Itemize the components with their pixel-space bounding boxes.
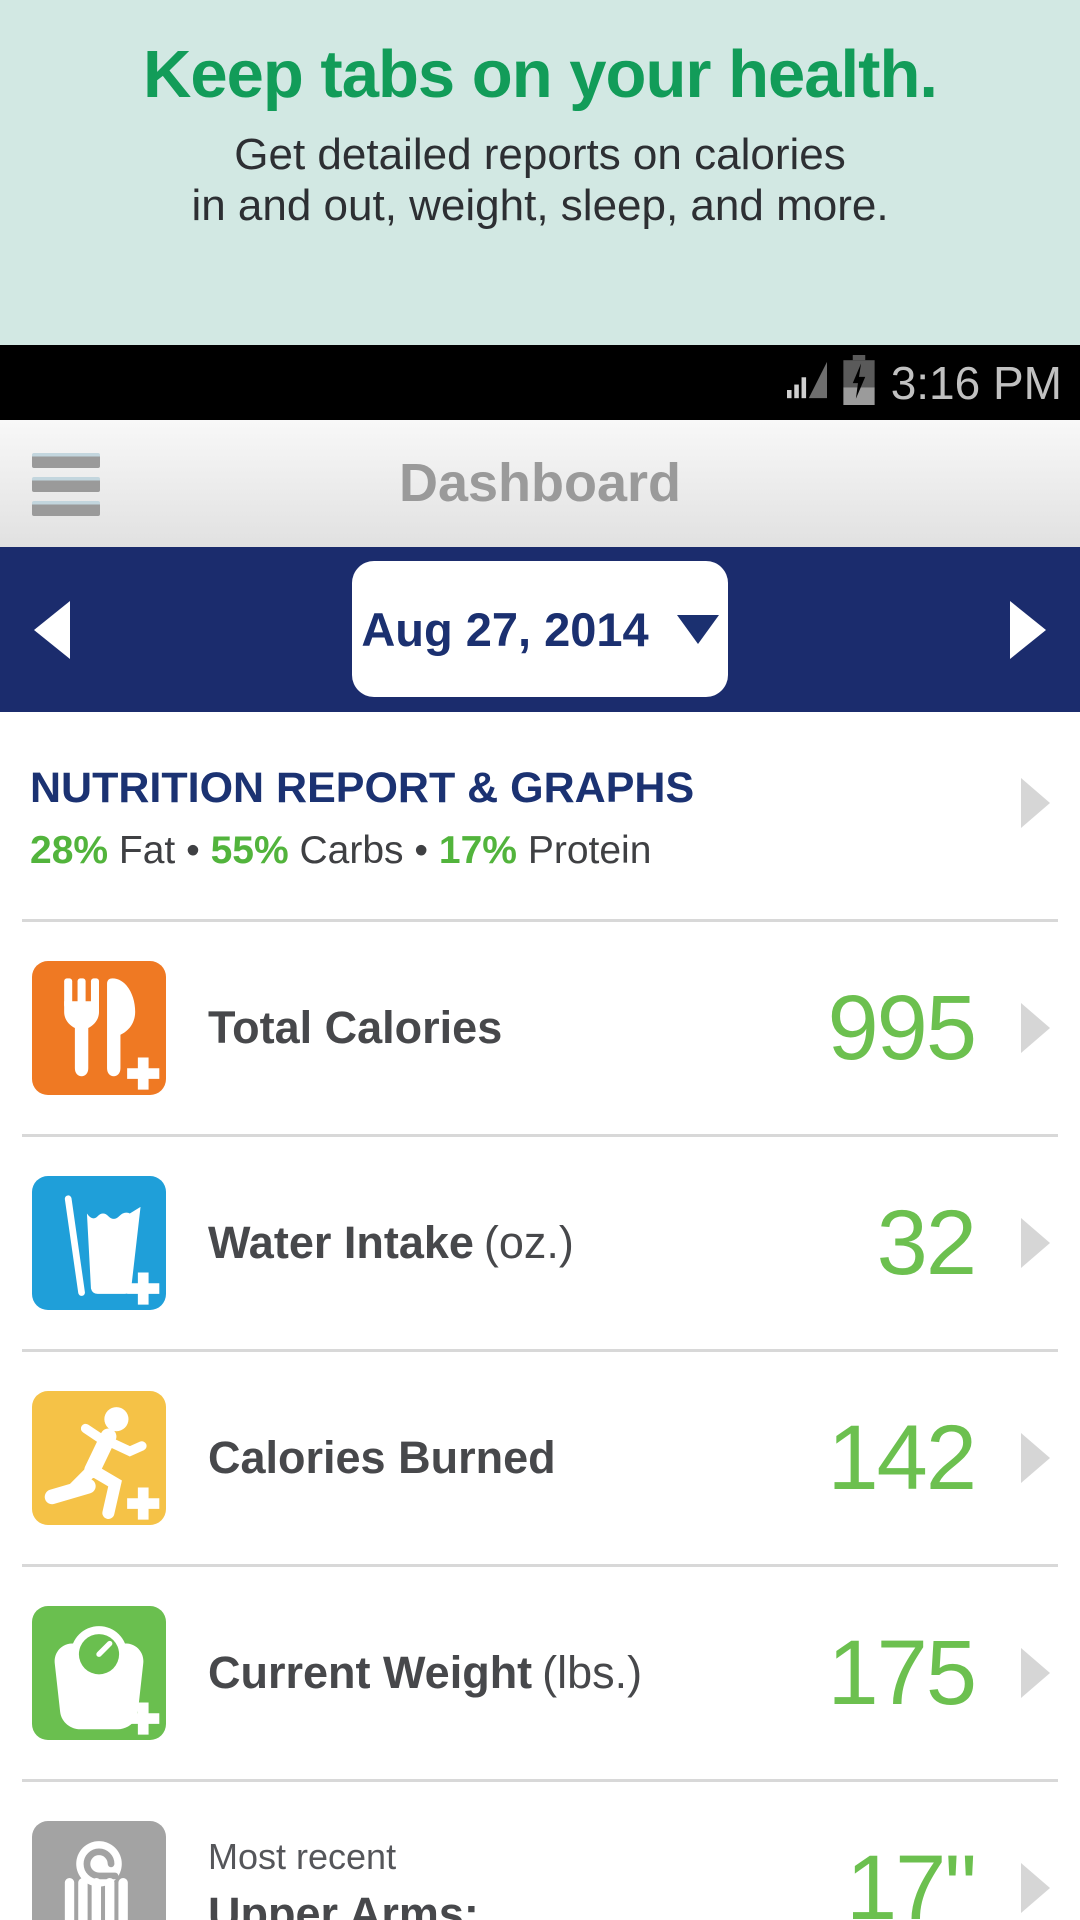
metric-value: 175	[827, 1621, 977, 1724]
divider	[22, 1349, 1058, 1352]
fat-label: Fat	[118, 829, 176, 872]
previous-day-arrow-icon[interactable]	[34, 600, 70, 659]
metric-label: Total Calories	[208, 1002, 503, 1054]
metric-value: 32	[876, 1191, 977, 1294]
metric-row-upper-arms[interactable]: Most recent Upper Arms: 17"	[0, 1782, 1080, 1920]
nutrition-report-title: NUTRITION REPORT & GRAPHS	[30, 764, 695, 812]
chevron-right-icon	[1021, 778, 1050, 828]
hamburger-menu-icon[interactable]	[32, 453, 100, 516]
app-header: Dashboard	[0, 420, 1080, 547]
metric-label: Most recent Upper Arms:	[208, 1837, 846, 1920]
scale-icon	[32, 1606, 166, 1740]
dashboard-content: NUTRITION REPORT & GRAPHS 28% Fat • 55% …	[0, 712, 1080, 1920]
metric-row-calories-burned[interactable]: Calories Burned 142	[0, 1352, 1080, 1564]
divider	[22, 1564, 1058, 1567]
date-navigation-bar: Aug 27, 2014	[0, 547, 1080, 712]
date-picker-button[interactable]: Aug 27, 2014	[352, 561, 728, 697]
fat-percent: 28%	[30, 829, 109, 872]
promo-banner: Keep tabs on your health. Get detailed r…	[0, 0, 1080, 345]
next-day-arrow-icon[interactable]	[1010, 600, 1046, 659]
carbs-percent: 55%	[210, 829, 289, 872]
metric-value: 17"	[846, 1836, 977, 1920]
page-title: Dashboard	[398, 453, 682, 513]
metric-row-water-intake[interactable]: Water Intake (oz.) 32	[0, 1137, 1080, 1349]
metric-label: Calories Burned	[208, 1432, 556, 1484]
metric-row-current-weight[interactable]: Current Weight (lbs.) 175	[0, 1567, 1080, 1779]
carbs-label: Carbs	[299, 829, 404, 872]
promo-headline: Keep tabs on your health.	[142, 37, 938, 112]
macro-breakdown: 28% Fat • 55% Carbs • 17% Protein	[30, 829, 1050, 873]
dropdown-caret-icon	[676, 614, 719, 644]
metric-label: Current Weight (lbs.)	[208, 1647, 643, 1699]
protein-label: Protein	[527, 829, 652, 872]
signal-strength-icon	[786, 361, 827, 404]
water-glass-icon	[32, 1176, 166, 1310]
nutrition-report-link[interactable]: NUTRITION REPORT & GRAPHS 28% Fat • 55% …	[0, 712, 1080, 919]
divider	[22, 1134, 1058, 1137]
chevron-right-icon	[1021, 1003, 1050, 1053]
tape-measure-icon	[32, 1821, 166, 1920]
metric-row-total-calories[interactable]: Total Calories 995	[0, 922, 1080, 1134]
divider	[22, 919, 1058, 922]
metric-label: Water Intake (oz.)	[208, 1217, 574, 1269]
fork-knife-icon	[32, 961, 166, 1095]
promo-subline-line2: in and out, weight, sleep, and more.	[191, 181, 889, 231]
bullet-separator: •	[186, 829, 200, 872]
bullet-separator: •	[414, 829, 429, 872]
runner-icon	[32, 1391, 166, 1525]
metric-value: 995	[827, 976, 977, 1079]
promo-subline-line1: Get detailed reports on calories	[234, 130, 846, 179]
divider	[22, 1779, 1058, 1782]
chevron-right-icon	[1021, 1218, 1050, 1268]
status-bar: 3:16 PM	[0, 345, 1080, 420]
battery-charging-icon	[843, 355, 875, 410]
metric-value: 142	[827, 1406, 977, 1509]
chevron-right-icon	[1021, 1863, 1050, 1913]
protein-percent: 17%	[438, 829, 517, 872]
date-label: Aug 27, 2014	[361, 602, 649, 656]
status-time: 3:16 PM	[890, 356, 1062, 409]
chevron-right-icon	[1021, 1648, 1050, 1698]
chevron-right-icon	[1021, 1433, 1050, 1483]
metric-sublabel: Most recent	[208, 1836, 397, 1878]
